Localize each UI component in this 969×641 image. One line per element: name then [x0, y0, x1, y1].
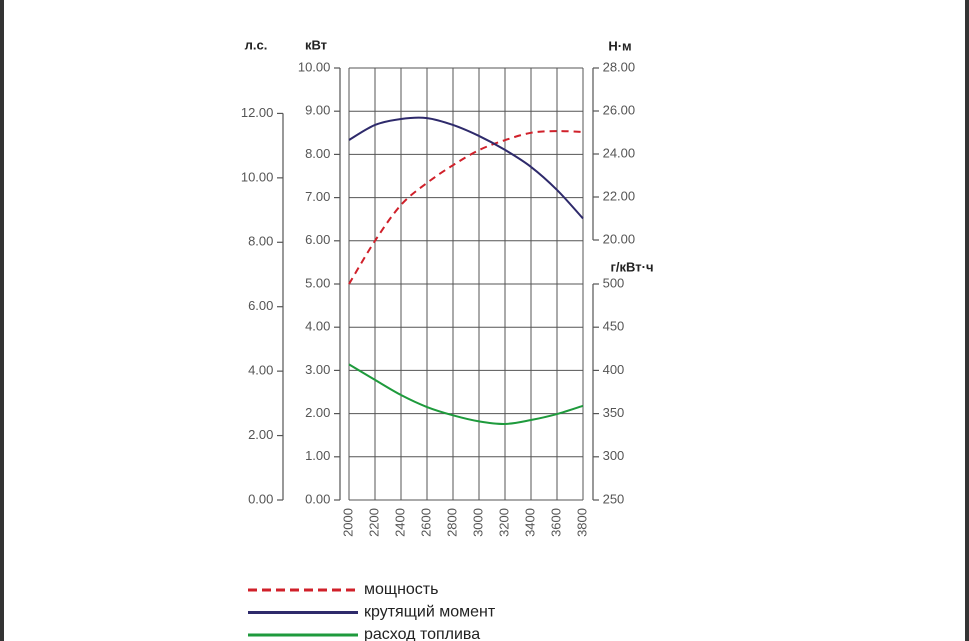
- x-tick-label: 2200: [366, 508, 381, 537]
- y-tick-label: 12.00: [241, 105, 274, 120]
- y-tick-label: 9.00: [305, 103, 330, 118]
- x-tick-label: 3200: [496, 508, 511, 537]
- kw-axis-title: кВт: [305, 37, 327, 52]
- series-line: [348, 116, 584, 220]
- torque-axis-title: Н·м: [608, 38, 631, 53]
- y-tick-label: 22.00: [603, 188, 636, 203]
- right-border: [965, 0, 969, 641]
- x-tick-label: 2800: [444, 508, 459, 537]
- x-tick-label: 2600: [418, 508, 433, 537]
- y-tick-label: 3.00: [305, 362, 330, 377]
- series-line: [348, 363, 584, 425]
- y-tick-label: 0.00: [305, 491, 330, 506]
- y-tick-label: 7.00: [305, 189, 330, 204]
- y-tick-label: 5.00: [305, 275, 330, 290]
- y-tick-label: 0.00: [248, 491, 273, 506]
- x-tick-label: 2400: [392, 508, 407, 537]
- y-tick-label: 4.00: [305, 319, 330, 334]
- series-line: [348, 130, 584, 285]
- left-border: [0, 0, 4, 641]
- y-tick-label: 6.00: [305, 232, 330, 247]
- y-tick-label: 28.00: [603, 59, 636, 74]
- y-tick-label: 10.00: [241, 169, 274, 184]
- y-tick-label: 2.00: [248, 427, 273, 442]
- y-tick-label: 6.00: [248, 298, 273, 313]
- fuel-axis-title: г/кВт·ч: [611, 259, 654, 274]
- y-tick-label: 8.00: [248, 234, 273, 249]
- y-tick-label: 4.00: [248, 363, 273, 378]
- y-tick-label: 300: [603, 448, 625, 463]
- x-tick-label: 3400: [522, 508, 537, 537]
- y-tick-label: 26.00: [603, 102, 636, 117]
- x-tick-label: 3000: [470, 508, 485, 537]
- x-tick-label: 3600: [548, 508, 563, 537]
- y-tick-label: 250: [603, 491, 625, 506]
- y-tick-label: 2.00: [305, 405, 330, 420]
- y-tick-label: 24.00: [603, 145, 636, 160]
- x-tick-label: 3800: [574, 508, 589, 537]
- hp-axis-title: л.с.: [245, 37, 268, 52]
- x-tick-label: 2000: [340, 508, 355, 537]
- y-tick-label: 400: [603, 362, 625, 377]
- y-tick-label: 350: [603, 405, 625, 420]
- legend-label: мощность: [364, 581, 438, 598]
- y-tick-label: 500: [603, 275, 625, 290]
- y-tick-label: 450: [603, 319, 625, 334]
- y-tick-label: 8.00: [305, 146, 330, 161]
- y-tick-label: 20.00: [603, 231, 636, 246]
- legend-label: расход топлива: [364, 626, 480, 641]
- y-tick-label: 1.00: [305, 448, 330, 463]
- legend-label: крутящий момент: [364, 604, 496, 621]
- y-tick-label: 10.00: [298, 59, 331, 74]
